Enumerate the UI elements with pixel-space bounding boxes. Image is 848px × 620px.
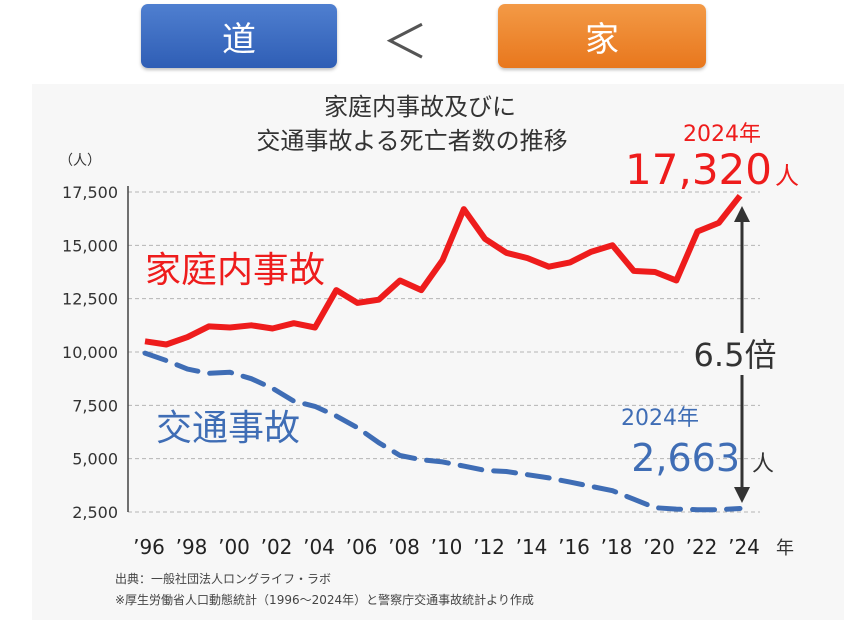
home-2024-unit: 人 bbox=[775, 162, 799, 190]
home-label: 家 bbox=[585, 19, 619, 60]
x-tick-label: ’24 bbox=[728, 535, 760, 559]
y-tick-label: 17,500 bbox=[62, 183, 118, 202]
y-axis-unit: （人） bbox=[59, 153, 101, 169]
home-2024-year: 2024年 bbox=[683, 122, 761, 147]
home-label-badge: 家 bbox=[498, 4, 706, 68]
y-tick-label: 7,500 bbox=[72, 396, 118, 415]
home-2024-value: 17,320 bbox=[625, 145, 772, 194]
ratio-arrow-head-down bbox=[734, 487, 750, 503]
x-axis-unit: 年 bbox=[776, 538, 794, 559]
x-tick-label: ’02 bbox=[261, 535, 293, 559]
x-tick-label: ’96 bbox=[133, 535, 165, 559]
y-tick-label: 12,500 bbox=[62, 290, 118, 309]
x-tick-label: ’08 bbox=[388, 535, 420, 559]
x-tick-label: ’22 bbox=[686, 535, 718, 559]
y-tick-label: 2,500 bbox=[72, 503, 118, 522]
series-line-traffic-accidents bbox=[142, 350, 743, 513]
series-line-home-accidents bbox=[144, 193, 743, 348]
x-tick-label: ’16 bbox=[558, 535, 590, 559]
source-line-2: ※厚生労働省人口動態統計（1996～2024年）と警察庁交通事故統計より作成 bbox=[115, 593, 534, 607]
ratio-label: 6.5倍 bbox=[694, 336, 777, 374]
ratio-arrow-head-up bbox=[734, 206, 750, 222]
road-2024-unit: 人 bbox=[752, 452, 774, 477]
x-tick-label: ’18 bbox=[601, 535, 633, 559]
y-tick-label: 5,000 bbox=[72, 450, 118, 469]
series-label-road: 交通事故 bbox=[156, 408, 300, 449]
chart-title-line2: 交通事故よる死亡者数の推移 bbox=[256, 127, 567, 155]
ratio-label-background bbox=[684, 333, 786, 375]
less-than-symbol: ＜ bbox=[382, 15, 428, 69]
road-label: 道 bbox=[222, 19, 256, 60]
road-2024-value: 2,663 bbox=[631, 436, 740, 480]
chart-title-line1: 家庭内事故及びに bbox=[324, 93, 516, 121]
x-tick-label: ’04 bbox=[303, 535, 335, 559]
x-tick-label: ’12 bbox=[473, 535, 505, 559]
x-tick-label: ’00 bbox=[218, 535, 250, 559]
x-tick-label: ’10 bbox=[431, 535, 463, 559]
road-label-badge: 道 bbox=[141, 4, 337, 68]
y-tick-label: 15,000 bbox=[62, 236, 118, 255]
series-label-home: 家庭内事故 bbox=[145, 250, 325, 291]
x-tick-label: ’14 bbox=[516, 535, 548, 559]
road-2024-year: 2024年 bbox=[621, 406, 699, 431]
source-line-1: 出典：一般社団法人ロングライフ・ラボ bbox=[115, 572, 332, 586]
x-tick-label: ’06 bbox=[346, 535, 378, 559]
x-tick-label: ’98 bbox=[176, 535, 208, 559]
y-tick-label: 10,000 bbox=[62, 343, 118, 362]
x-tick-label: ’20 bbox=[643, 535, 675, 559]
